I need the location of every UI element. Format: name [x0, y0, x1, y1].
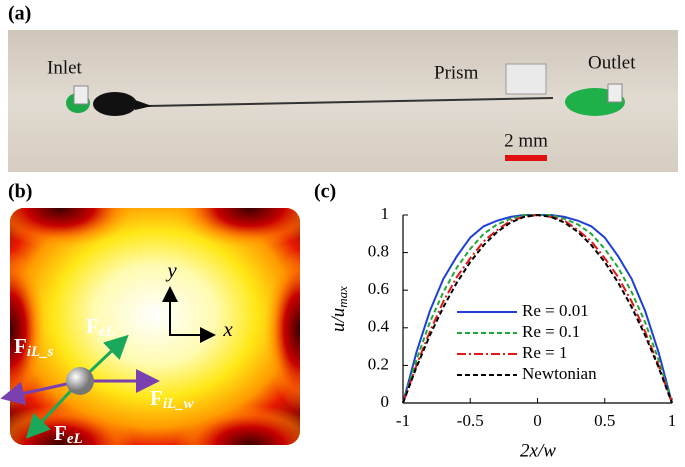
data-line [402, 214, 673, 404]
y-axis-label: u/umax [328, 286, 350, 332]
force-label: FeL [54, 421, 83, 448]
scale-bar [505, 155, 547, 161]
x-axis-label: 2x/w [520, 440, 556, 461]
force-label: FeL [86, 314, 115, 341]
y-tick-label: 0.2 [368, 354, 389, 373]
force-symbol: F [54, 421, 67, 445]
outlet-label: Outlet [588, 52, 636, 73]
axis-x-label: x [222, 317, 233, 341]
x-tick-label: 1 [668, 411, 677, 430]
legend-label: Re = 0.1 [522, 322, 580, 341]
force-subscript: iL_s [27, 344, 54, 360]
axis-y-label: y [165, 258, 177, 282]
scale-bar-label: 2 mm [504, 130, 548, 151]
y-tick-label: 0.6 [368, 279, 389, 298]
x-tick-label: -1 [396, 411, 410, 430]
force-symbol: F [14, 334, 27, 358]
force-symbol: F [86, 314, 99, 338]
legend-label: Newtonian [522, 364, 597, 383]
force-subscript: eL [67, 431, 83, 447]
y-tick-label: 1 [381, 204, 390, 223]
x-tick-label: 0.5 [594, 411, 615, 430]
force-label: FiL_s [14, 334, 54, 361]
y-tick-label: 0.8 [368, 242, 389, 261]
inlet-label: Inlet [47, 57, 83, 78]
x-tick-label: 0 [533, 411, 542, 430]
prism [505, 63, 547, 95]
panel-label: (b) [8, 181, 32, 203]
panel-label: (a) [8, 3, 31, 25]
y-label-subscript: max [335, 286, 350, 308]
legend-label: Re = 0.01 [522, 301, 589, 320]
inlet-port [73, 85, 89, 105]
data-line [402, 213, 673, 404]
particle [66, 367, 94, 395]
inlet-reservoir [93, 92, 137, 116]
legend-label: Re = 1 [522, 343, 567, 362]
force-subscript: iL_w [163, 396, 195, 412]
x-tick-label: -0.5 [457, 411, 484, 430]
tubing [147, 97, 554, 107]
prism-label: Prism [434, 62, 479, 83]
panel-label: (c) [314, 181, 336, 203]
channel-tip [135, 100, 152, 110]
y-tick-label: 0.4 [368, 317, 390, 336]
plot: 0 0.2 0.4 0.6 0.8 1 -1 -0.5 0 0.5 1 Re = 0.01 Re = 0… [368, 204, 677, 430]
force-subscript: eL [99, 324, 115, 340]
y-tick-label: 0 [381, 392, 390, 411]
y-label-text: u/u [328, 308, 349, 332]
outlet-port [607, 83, 623, 103]
force-label: FiL_w [150, 386, 195, 413]
velocity-map [10, 208, 300, 445]
force-symbol: F [150, 386, 163, 410]
